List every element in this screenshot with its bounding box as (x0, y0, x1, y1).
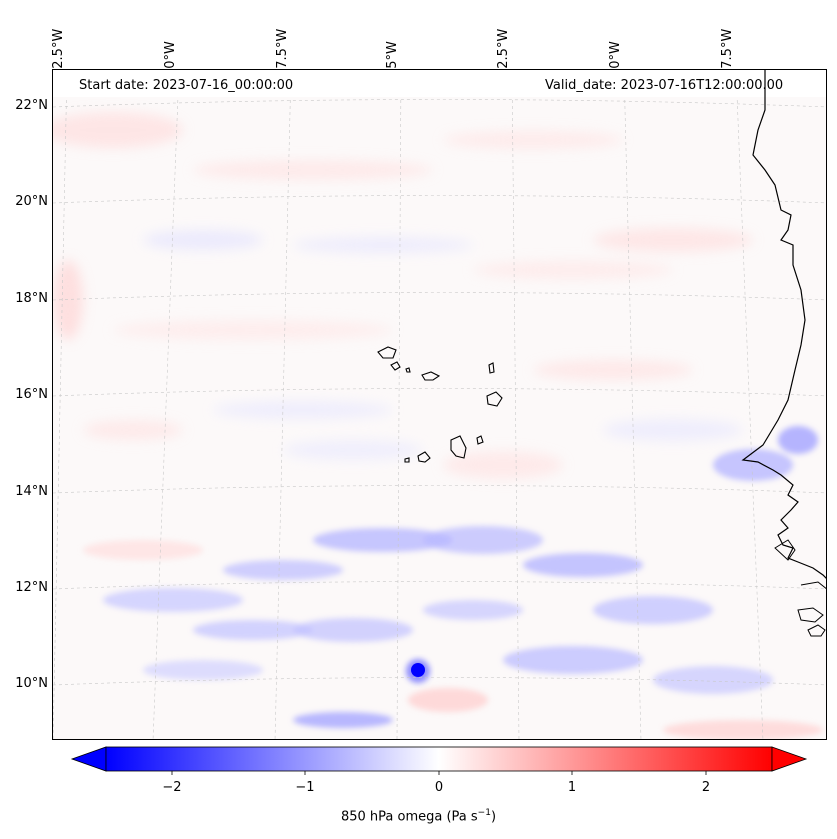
strong-ascent-blob (406, 659, 430, 683)
field-southern-ascent-band (83, 426, 823, 739)
lat-label-10n: 10°N (15, 676, 48, 691)
map-panel[interactable] (52, 69, 827, 740)
island-santiago (450, 435, 467, 459)
cb-tick-label-m2: −2 (162, 780, 182, 795)
cb-tick-label-0: 0 (434, 780, 444, 795)
start-date-label: Start date: 2023-07-16_00:00:00 (79, 78, 294, 93)
island-sao-vicente (390, 361, 401, 371)
island-boa-vista (486, 391, 503, 407)
field-background (53, 70, 826, 739)
west-africa-coastline (741, 70, 826, 579)
graticule (53, 70, 826, 739)
colorbar-label-text: 850 hPa omega (Pa s (340, 809, 478, 825)
cape-verde-islands (377, 346, 503, 463)
cb-tick-label-m1: −1 (295, 780, 315, 795)
lat-label-22n: 22°N (15, 98, 48, 113)
coast-islands-3 (797, 607, 824, 623)
island-santo-antao (377, 346, 397, 359)
lat-label-16n: 16°N (15, 387, 48, 402)
island-maio (476, 435, 484, 445)
colorbar-label: 850 hPa omega (Pa s−1) (0, 808, 837, 824)
colorbar-ticks (171, 771, 707, 775)
coast-islands-1 (774, 539, 796, 561)
colorbar-extend-high (771, 746, 808, 772)
colorbar-extend-low (70, 746, 107, 772)
island-sal (488, 362, 495, 374)
island-fogo (417, 451, 431, 463)
island-santa-luzia (405, 367, 411, 373)
lat-label-14n: 14°N (15, 484, 48, 499)
field-northern-streaks (53, 112, 753, 479)
island-sao-nicolau (421, 371, 441, 381)
coast-islands-4 (807, 624, 826, 637)
coast-islands-2 (800, 581, 826, 590)
colorbar-label-end: ) (490, 809, 497, 825)
island-brava (404, 457, 410, 463)
valid-date-label: Valid_date: 2023-07-16T12:00:00.00 (545, 78, 784, 93)
lat-label-18n: 18°N (15, 291, 48, 306)
cb-tick-label-2: 2 (701, 780, 711, 795)
colorbar-label-sup: −1 (477, 808, 491, 818)
cb-tick-label-1: 1 (567, 780, 577, 795)
lat-label-12n: 12°N (15, 580, 48, 595)
lat-label-20n: 20°N (15, 194, 48, 209)
omega-field-map (53, 70, 826, 739)
header-band (53, 70, 826, 97)
colorbar-body (105, 746, 773, 772)
